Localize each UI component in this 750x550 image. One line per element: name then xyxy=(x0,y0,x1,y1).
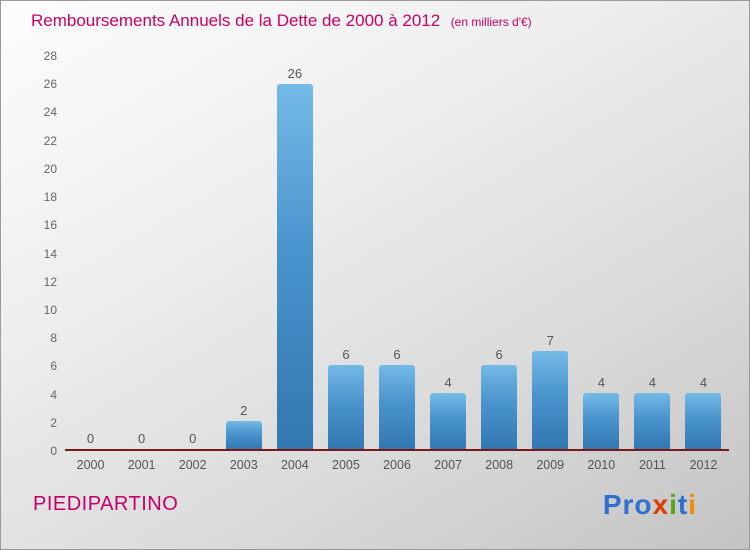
bar-chart: 0 2 4 6 8 10 12 14 16 18 20 22 24 26 28 0 0 0 2 26 6 6 4 6 7 4 4 4 xyxy=(29,49,729,458)
x-tick-label: 2003 xyxy=(229,458,258,472)
proxiti-logo: Proxiti xyxy=(603,489,697,521)
x-tick-label: 2000 xyxy=(76,458,105,472)
bar-value-label: 4 xyxy=(444,374,452,390)
y-tick-label: 22 xyxy=(43,133,57,148)
bar xyxy=(327,364,364,449)
x-tick-label: 2004 xyxy=(280,458,309,472)
bar-slot: 6 xyxy=(320,56,371,449)
bar-slot: 26 xyxy=(269,56,320,449)
bar-slot: 4 xyxy=(576,56,627,449)
y-tick-label: 12 xyxy=(43,274,57,289)
bar xyxy=(430,392,467,449)
y-tick-label: 26 xyxy=(43,77,57,92)
chart-title: Remboursements Annuels de la Dette de 20… xyxy=(31,11,441,30)
bar xyxy=(634,392,671,449)
logo-letter: P xyxy=(602,489,623,520)
bar-value-label: 6 xyxy=(342,346,350,362)
y-tick-label: 20 xyxy=(43,161,57,176)
x-tick-label: 2010 xyxy=(587,458,616,472)
bar-value-label: 2 xyxy=(240,402,248,418)
bar-slot: 4 xyxy=(423,56,474,449)
bar-value-label: 0 xyxy=(138,431,146,446)
bar xyxy=(685,392,722,449)
logo-letter: r xyxy=(622,489,635,520)
x-tick-label: 2007 xyxy=(434,458,462,472)
chart-subtitle: (en milliers d'€) xyxy=(450,15,532,29)
x-tick-label: 2009 xyxy=(536,458,565,472)
bar xyxy=(379,364,415,449)
y-tick-label: 14 xyxy=(43,246,57,261)
y-tick-label: 24 xyxy=(43,105,57,120)
bar-slot: 0 xyxy=(167,56,218,449)
y-tick-label: 28 xyxy=(43,49,57,63)
bar-value-label: 4 xyxy=(648,374,657,390)
logo-letter: o xyxy=(634,489,653,520)
bar xyxy=(481,364,518,449)
bar-slot: 0 xyxy=(116,56,167,449)
x-tick-label: 2006 xyxy=(383,458,411,472)
bar xyxy=(225,420,262,449)
plot-area: 0 0 0 2 26 6 6 4 6 7 4 4 4 xyxy=(65,56,729,451)
logo-letter: i xyxy=(669,489,678,520)
y-tick-label: 18 xyxy=(43,190,57,205)
bar-value-label: 4 xyxy=(699,374,708,390)
logo-letter: i xyxy=(688,489,697,520)
bar-value-label: 6 xyxy=(495,346,503,362)
logo-letter: x xyxy=(652,489,670,520)
bar-value-label: 0 xyxy=(189,431,197,446)
y-tick-label: 2 xyxy=(50,415,57,430)
bar xyxy=(276,84,313,449)
bar-slot: 7 xyxy=(525,56,576,449)
x-tick-label: 2011 xyxy=(638,458,666,472)
bar-slot: 0 xyxy=(65,56,116,449)
x-tick-label: 2001 xyxy=(127,458,156,472)
bar-slot: 6 xyxy=(371,56,422,449)
y-tick-label: 10 xyxy=(43,302,57,317)
bar xyxy=(583,392,620,449)
bar xyxy=(532,350,569,449)
commune-name: PIEDIPARTINO xyxy=(33,493,179,515)
x-tick-label: 2002 xyxy=(178,458,207,472)
bar-slot: 2 xyxy=(218,56,269,449)
y-tick-label: 0 xyxy=(50,444,57,458)
chart-header: Remboursements Annuels de la Dette de 20… xyxy=(31,11,532,31)
logo-letter: t xyxy=(677,489,689,520)
bar-value-label: 6 xyxy=(393,346,401,362)
bar-slot: 4 xyxy=(627,56,678,449)
x-tick-label: 2005 xyxy=(332,458,360,472)
x-tick-label: 2008 xyxy=(485,458,514,472)
x-tick-label: 2012 xyxy=(689,458,718,472)
bar-value-label: 7 xyxy=(546,332,554,348)
bar-slot: 4 xyxy=(678,56,729,449)
y-tick-label: 8 xyxy=(50,331,57,346)
y-tick-label: 6 xyxy=(50,359,57,374)
y-tick-label: 4 xyxy=(50,387,57,402)
bar-value-label: 26 xyxy=(287,66,303,82)
x-axis-labels: 2000 2001 2002 2003 2004 2005 2006 2007 2008 2009… xyxy=(65,458,729,472)
bar-value-label: 0 xyxy=(86,431,95,446)
bar-value-label: 4 xyxy=(597,374,605,390)
bar-slot: 6 xyxy=(474,56,525,449)
y-axis: 0 2 4 6 8 10 12 14 16 18 20 22 24 26 28 xyxy=(29,49,65,458)
y-tick-label: 16 xyxy=(43,218,57,233)
